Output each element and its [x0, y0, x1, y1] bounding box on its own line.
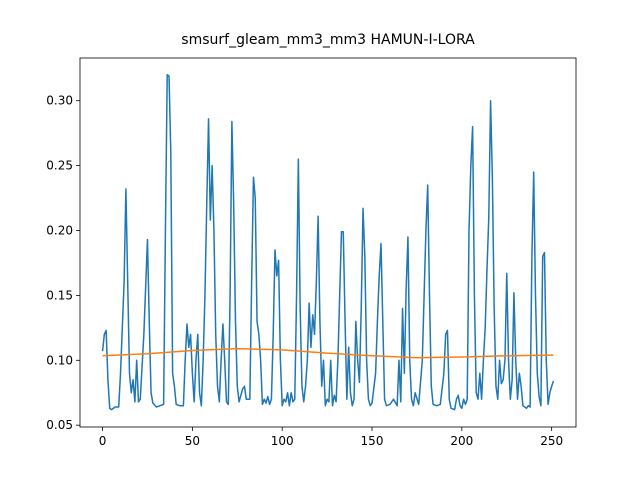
- y-tick-label: 0.05: [46, 418, 73, 432]
- x-tick-label: 250: [540, 434, 563, 448]
- y-tick-label: 0.10: [46, 353, 73, 367]
- x-tick-label: 50: [185, 434, 200, 448]
- plot-frame: [79, 57, 577, 428]
- chart-title: smsurf_gleam_mm3_mm3 HAMUN-I-LORA: [181, 32, 475, 48]
- x-tick-label: 0: [99, 434, 107, 448]
- series-line: [101, 73, 555, 411]
- x-tick-label: 200: [450, 434, 473, 448]
- series-line: [102, 347, 554, 359]
- x-tick-label: 100: [271, 434, 294, 448]
- y-tick-label: 0.30: [46, 94, 73, 108]
- x-tick-label: 150: [361, 434, 384, 448]
- y-tick-label: 0.25: [46, 159, 73, 173]
- y-tick-label: 0.15: [46, 288, 73, 302]
- y-tick-label: 0.20: [46, 223, 73, 237]
